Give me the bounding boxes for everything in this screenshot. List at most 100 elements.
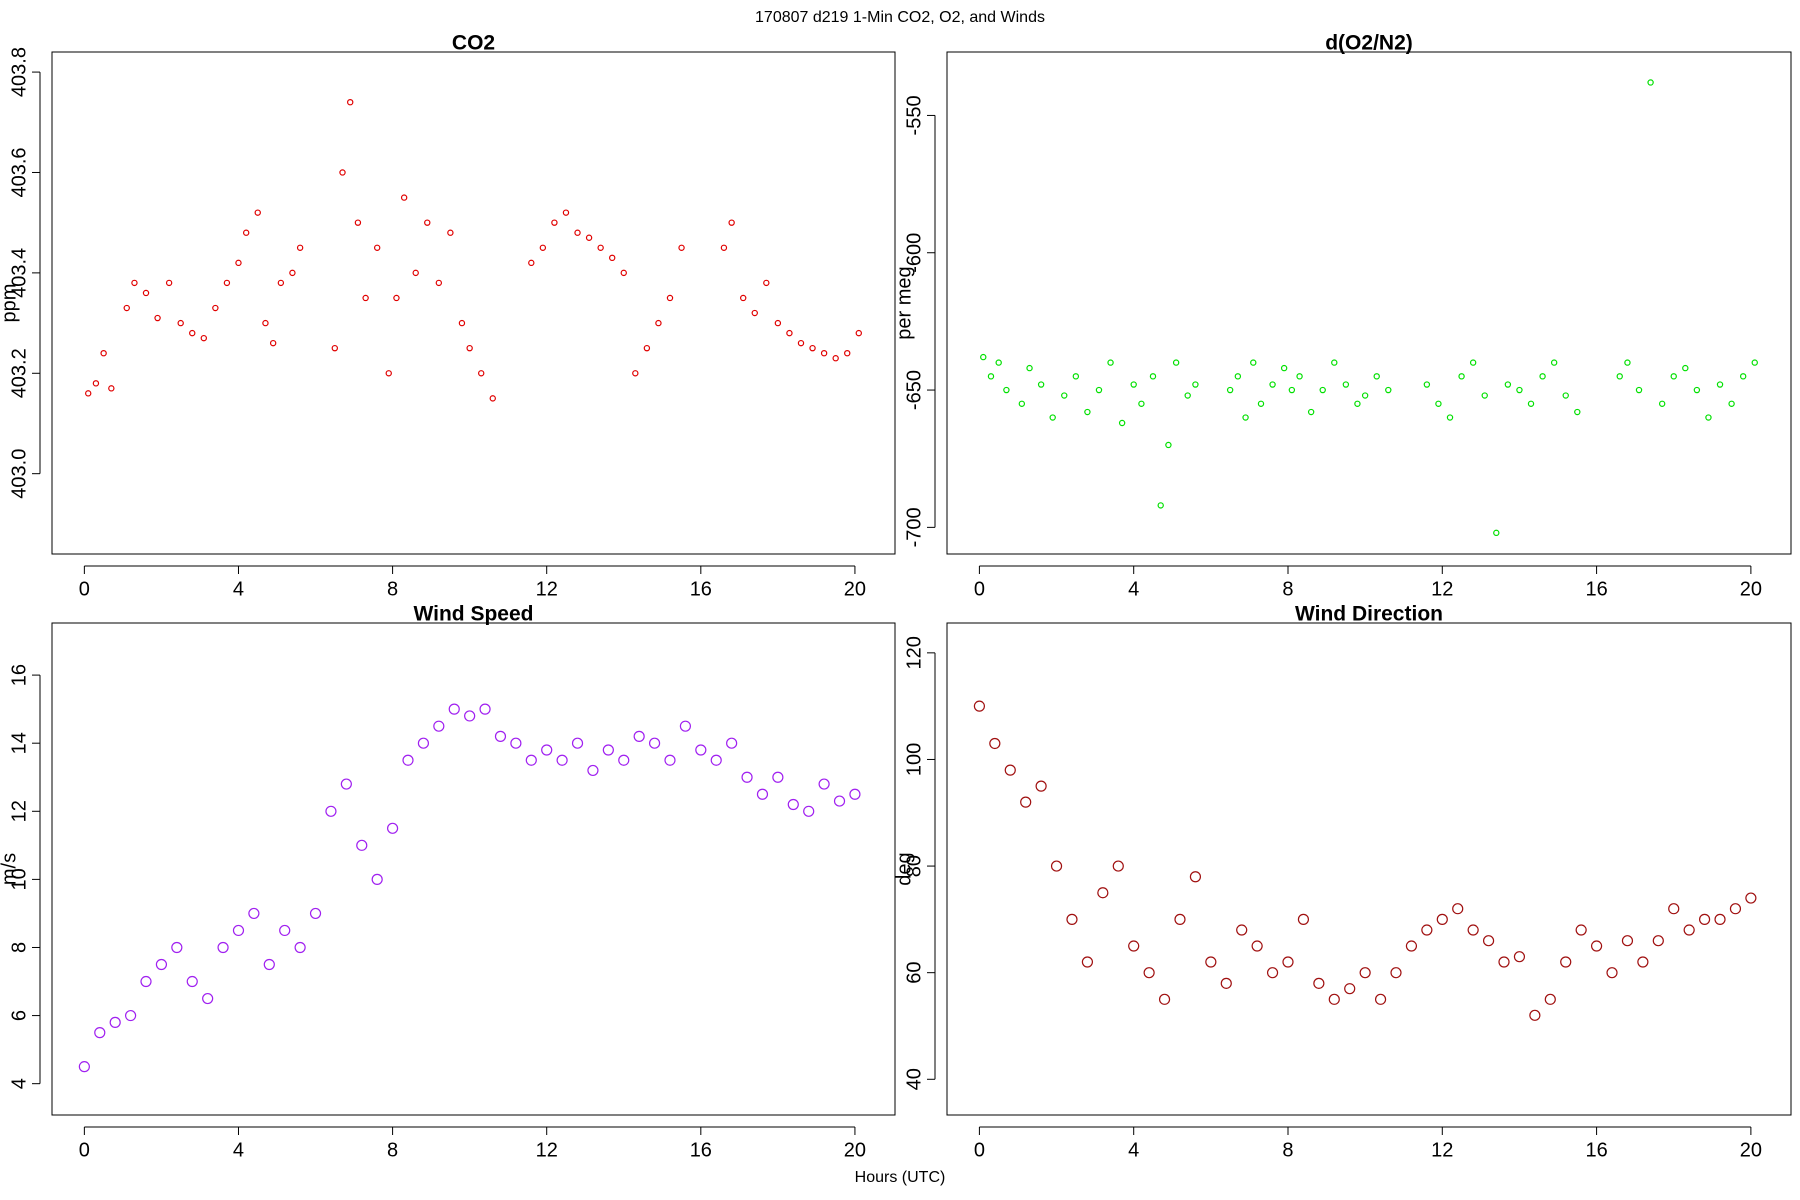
y-tick-label: 10 bbox=[8, 868, 30, 890]
data-point bbox=[1003, 386, 1010, 394]
data-point bbox=[1049, 414, 1056, 421]
data-point bbox=[1130, 381, 1137, 388]
data-point bbox=[1118, 419, 1126, 427]
data-point bbox=[803, 805, 815, 817]
data-point bbox=[1128, 940, 1140, 952]
data-point bbox=[1436, 913, 1448, 925]
x-tick-label: 4 bbox=[233, 1139, 244, 1161]
data-point bbox=[1072, 373, 1080, 380]
data-point bbox=[94, 1027, 106, 1039]
data-point bbox=[1374, 993, 1387, 1005]
data-point bbox=[1037, 381, 1045, 388]
data-point bbox=[1138, 400, 1145, 407]
data-point bbox=[1234, 373, 1242, 380]
data-point bbox=[818, 778, 830, 790]
data-point bbox=[339, 169, 346, 176]
y-tick-label: -700 bbox=[903, 507, 925, 547]
y-tick-label: 40 bbox=[903, 1068, 925, 1090]
data-point bbox=[189, 329, 196, 337]
data-point bbox=[464, 710, 476, 722]
data-point bbox=[1624, 359, 1631, 366]
data-point bbox=[1035, 780, 1047, 792]
data-point bbox=[393, 294, 400, 302]
data-point bbox=[1606, 967, 1618, 979]
data-point bbox=[1344, 983, 1356, 995]
panel-title: Wind Direction bbox=[1295, 603, 1443, 626]
data-point bbox=[1504, 381, 1512, 388]
data-point bbox=[402, 754, 414, 766]
data-point bbox=[1575, 924, 1587, 936]
data-point bbox=[356, 839, 368, 851]
data-point bbox=[202, 992, 214, 1005]
data-point bbox=[1149, 373, 1157, 380]
data-point bbox=[1498, 956, 1510, 968]
data-point bbox=[1236, 924, 1248, 936]
data-point bbox=[433, 720, 445, 732]
data-point bbox=[1539, 373, 1546, 380]
data-point bbox=[362, 294, 369, 302]
data-point bbox=[177, 319, 184, 327]
data-point bbox=[1683, 924, 1695, 936]
data-point bbox=[973, 700, 986, 712]
data-point bbox=[447, 229, 454, 236]
data-point bbox=[1658, 400, 1666, 407]
data-point bbox=[373, 244, 381, 251]
data-point bbox=[774, 319, 782, 327]
x-tick-label: 12 bbox=[1431, 1139, 1453, 1161]
data-point bbox=[632, 370, 639, 377]
data-point bbox=[1081, 956, 1094, 968]
panel-title: d(O2/N2) bbox=[1325, 32, 1413, 55]
data-point bbox=[254, 209, 261, 216]
data-point bbox=[633, 730, 645, 742]
data-point bbox=[340, 778, 352, 790]
data-point bbox=[787, 798, 799, 811]
data-point bbox=[1458, 373, 1465, 380]
data-point bbox=[123, 304, 130, 312]
data-point bbox=[279, 924, 291, 937]
data-point bbox=[92, 380, 100, 387]
x-tick-label: 20 bbox=[1740, 578, 1762, 600]
data-point bbox=[331, 344, 338, 352]
data-point bbox=[655, 319, 662, 327]
data-point bbox=[1560, 956, 1572, 968]
data-point bbox=[223, 279, 231, 287]
y-tick-label: 8 bbox=[8, 942, 30, 953]
data-point bbox=[1220, 977, 1232, 989]
data-point bbox=[296, 244, 304, 251]
y-tick-label: 403.0 bbox=[8, 449, 30, 499]
data-point bbox=[728, 219, 735, 226]
x-tick-label: 20 bbox=[844, 1139, 866, 1161]
data-point bbox=[1405, 940, 1418, 952]
data-point bbox=[466, 344, 473, 352]
y-tick-label: 403.2 bbox=[8, 348, 30, 398]
data-point bbox=[1328, 993, 1340, 1005]
data-point bbox=[525, 754, 537, 766]
data-point bbox=[124, 1009, 137, 1022]
data-point bbox=[263, 958, 275, 971]
data-point bbox=[556, 754, 568, 766]
data-point bbox=[1435, 400, 1442, 407]
y-tick-label: 16 bbox=[8, 664, 30, 686]
data-point bbox=[478, 370, 485, 377]
data-point bbox=[562, 209, 570, 216]
data-point bbox=[1670, 373, 1677, 380]
data-point bbox=[155, 958, 168, 971]
data-point bbox=[435, 279, 443, 287]
x-tick-label: 12 bbox=[536, 578, 558, 600]
x-tick-label: 0 bbox=[974, 578, 985, 600]
data-point bbox=[1297, 913, 1310, 925]
data-point bbox=[140, 975, 152, 988]
data-point bbox=[1282, 956, 1294, 968]
y-axis-label: deg bbox=[893, 852, 915, 885]
y-axis-label: m/s bbox=[0, 853, 20, 885]
data-point bbox=[1354, 400, 1361, 407]
data-point bbox=[248, 907, 260, 920]
y-tick-label: 100 bbox=[903, 743, 925, 776]
x-tick-label: 8 bbox=[1282, 578, 1293, 600]
data-point bbox=[1682, 364, 1689, 372]
data-point bbox=[797, 339, 805, 347]
data-point bbox=[1698, 913, 1711, 925]
data-point bbox=[1421, 924, 1433, 936]
data-point bbox=[458, 319, 466, 327]
data-point bbox=[1296, 373, 1303, 380]
